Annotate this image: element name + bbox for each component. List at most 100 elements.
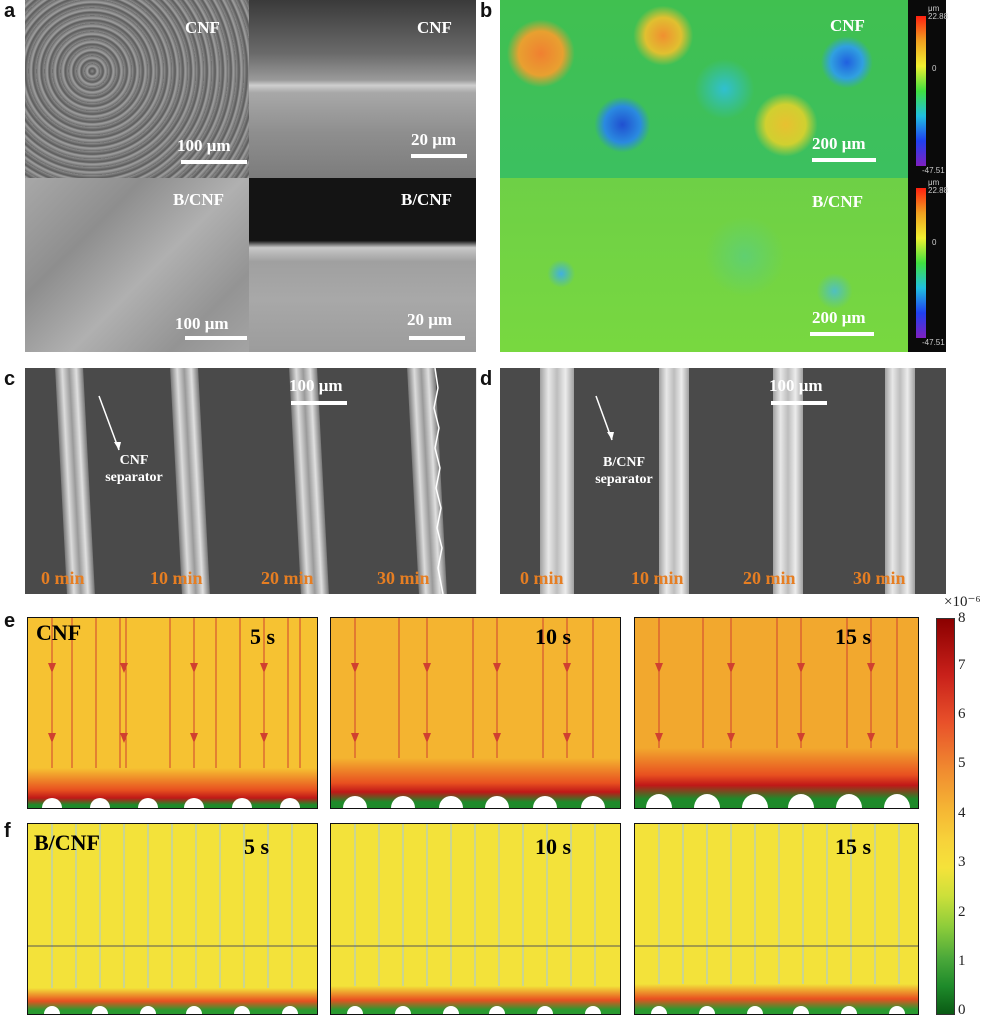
time-label: 30 min: [853, 568, 906, 588]
time-label: 20 min: [743, 568, 796, 588]
optical-frame-cnf-0: 0 min: [25, 368, 131, 594]
annotation-line-1: CNF: [119, 453, 149, 468]
deposits: [646, 794, 910, 808]
scale-bar-text: 100 μm: [769, 376, 823, 395]
simulation-title: B/CNF: [34, 830, 100, 855]
deposits: [347, 1006, 601, 1014]
colorbar-tick: 2: [958, 904, 966, 920]
scale-bar: [291, 401, 347, 405]
colorbar-min: -47.51: [922, 338, 945, 347]
simulation-cnf-5s: CNF 5 s: [27, 617, 318, 809]
colorbar-min: -47.51: [922, 166, 945, 175]
sem-label: CNF: [185, 18, 220, 37]
optical-frame-cnf-20: 100 μm 20 min: [239, 368, 362, 594]
sem-label: B/CNF: [173, 190, 224, 209]
simulation-cnf-10s: 10 s: [330, 617, 621, 809]
profile-colorbar: [916, 188, 926, 338]
concentration-colorbar: [936, 618, 955, 1015]
time-label: 10 min: [150, 568, 203, 588]
sem-cnf-cross-section: CNF 20 μm: [249, 0, 476, 178]
scale-bar: [185, 336, 247, 340]
simulation-cnf-15s: 15 s: [634, 617, 919, 809]
time-label: 10 min: [631, 568, 684, 588]
colorbar-max: 22.88: [928, 186, 949, 195]
deposits: [42, 798, 300, 808]
profile-label: B/CNF: [812, 192, 863, 211]
scale-bar-text: 100 μm: [289, 376, 343, 395]
profile-colorbar-panel-cnf: μm 22.88 0 -47.51: [908, 0, 949, 178]
time-label: 0 min: [520, 568, 564, 588]
annotation-line-2: separator: [595, 472, 653, 487]
scale-bar-text: 100 μm: [177, 136, 231, 155]
time-label: 20 min: [261, 568, 314, 588]
deposits: [651, 1006, 905, 1014]
profilometry-bcnf: B/CNF 200 μm: [500, 178, 908, 352]
colorbar-tick: 4: [958, 805, 966, 821]
scale-bar-text: 200 μm: [812, 308, 866, 327]
annotation-line-2: separator: [105, 470, 163, 485]
colorbar-multiplier: ×10⁻⁶: [944, 594, 981, 610]
simulation-time: 10 s: [535, 624, 572, 649]
scale-bar-text: 20 μm: [411, 130, 457, 149]
field-lines: [351, 618, 594, 783]
scale-bar-text: 200 μm: [812, 134, 866, 153]
scale-bar: [409, 336, 465, 340]
field-lines: [28, 824, 317, 999]
colorbar-unit: μm: [928, 4, 940, 13]
panel-label-a: a: [4, 0, 16, 22]
colorbar-tick: 6: [958, 706, 966, 722]
sem-bcnf-surface: B/CNF 100 μm: [25, 178, 249, 352]
colorbar-tick: 7: [958, 657, 966, 673]
simulation-bcnf-15s: 15 s: [634, 823, 919, 1015]
scale-bar: [810, 332, 874, 336]
sem-label: CNF: [417, 18, 452, 37]
colorbar-unit: μm: [928, 178, 940, 187]
panel-label-b: b: [480, 0, 493, 22]
colorbar-tick: 3: [958, 854, 966, 870]
colorbar-mid: 0: [932, 238, 937, 247]
field-lines: [48, 618, 301, 788]
panel-label-f: f: [4, 820, 11, 842]
panel-label-d: d: [480, 368, 493, 390]
optical-frame-bcnf-30: 30 min: [839, 368, 946, 594]
simulation-time: 15 s: [835, 834, 872, 859]
scale-bar: [181, 160, 247, 164]
field-lines: [635, 824, 918, 999]
annotation-line-1: B/CNF: [603, 455, 645, 470]
sem-cnf-surface: CNF 100 μm: [25, 0, 249, 178]
simulation-time: 5 s: [244, 834, 270, 859]
separator-annotation: CNF separator: [84, 452, 184, 486]
dendrite-outline: [433, 368, 444, 594]
simulation-bcnf-10s: 10 s: [330, 823, 621, 1015]
profile-colorbar-panel-bcnf: μm 22.88 0 -47.51: [908, 178, 949, 352]
arrow-icon: [595, 395, 614, 441]
profile-colorbar: [916, 16, 926, 166]
sem-bcnf-cross-section: B/CNF 20 μm: [249, 178, 476, 352]
scale-bar: [771, 401, 827, 405]
colorbar-tick: 0: [958, 1002, 966, 1018]
deposits: [44, 1006, 298, 1014]
simulation-title: CNF: [36, 620, 82, 645]
field-lines: [331, 824, 620, 999]
panel-label-e: e: [4, 610, 16, 632]
scale-bar-text: 20 μm: [407, 310, 453, 329]
simulation-time: 15 s: [835, 624, 872, 649]
panel-label-c: c: [4, 368, 16, 390]
colorbar-tick: 5: [958, 755, 966, 771]
profile-label: CNF: [830, 16, 865, 35]
arrow-icon: [98, 395, 121, 451]
scale-bar: [812, 158, 876, 162]
colorbar-tick: 1: [958, 953, 966, 969]
scale-bar-text: 100 μm: [175, 314, 229, 333]
colorbar-tick: 8: [958, 610, 966, 626]
colorbar-max: 22.88: [928, 12, 949, 21]
time-label: 0 min: [41, 568, 85, 588]
simulation-time: 10 s: [535, 834, 572, 859]
scale-bar: [411, 154, 467, 158]
deposits: [343, 796, 605, 808]
optical-frame-cnf-30: 30 min: [361, 368, 477, 594]
simulation-bcnf-5s: B/CNF 5 s: [27, 823, 318, 1015]
profilometry-cnf: CNF 200 μm: [500, 0, 908, 178]
optical-frame-bcnf-20: 100 μm 20 min: [729, 368, 840, 594]
simulation-time: 5 s: [250, 624, 276, 649]
